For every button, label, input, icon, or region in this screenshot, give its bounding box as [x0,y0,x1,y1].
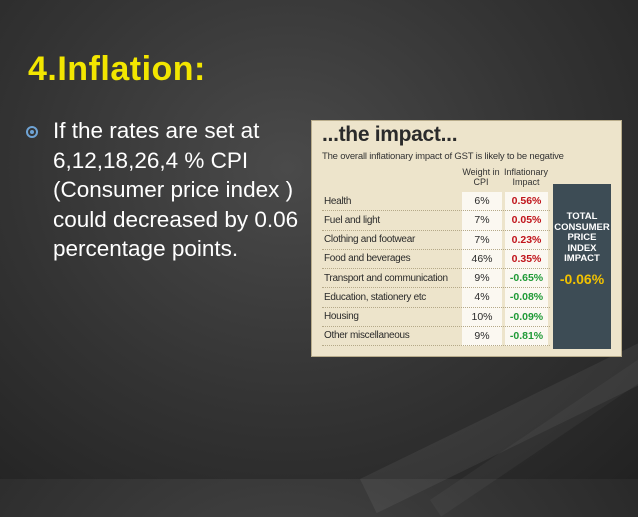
row-impact: -0.08% [509,291,544,304]
clipping-subtitle: The overall inflationary impact of GST i… [322,151,564,162]
impact-column-bg [505,192,548,346]
row-weight: 7% [474,233,490,246]
row-impact: 0.05% [511,214,542,227]
row-impact: -0.81% [509,329,544,342]
row-category: Education, stationery etc [324,291,427,303]
newspaper-clipping: ...the impact... The overall inflationar… [311,120,622,357]
row-weight: 10% [471,310,493,323]
row-weight: 7% [474,214,490,227]
impact-table: Health 6% 0.56% Fuel and light 7% 0.05% Clothi… [322,192,550,346]
bullet-icon [26,126,38,138]
row-impact: 0.23% [511,233,542,246]
table-row: Other miscellaneous 9% -0.81% [322,327,550,346]
total-impact-panel: TOTAL CONSUMER PRICE INDEX IMPACT -0.06% [553,184,611,349]
row-category: Food and beverages [324,253,411,265]
table-row: Fuel and light 7% 0.05% [322,211,550,231]
row-weight: 6% [474,195,490,208]
weight-column-bg [462,192,502,346]
row-impact: 0.35% [511,252,542,265]
row-impact: -0.09% [509,310,544,323]
row-category: Other miscellaneous [324,330,410,342]
clipping-title: ...the impact... [322,123,458,146]
slide-title: 4.Inflation: [28,50,206,88]
row-weight: 4% [474,291,490,304]
column-header-impact: Inflationary Impact [503,167,549,187]
total-impact-label: TOTAL CONSUMER PRICE INDEX IMPACT [554,211,610,264]
table-row: Housing 10% -0.09% [322,308,550,327]
row-category: Clothing and footwear [324,234,415,246]
row-weight: 9% [474,329,490,342]
table-row: Health 6% 0.56% [322,192,550,212]
table-row: Clothing and footwear 7% 0.23% [322,231,550,250]
row-weight: 9% [474,272,490,285]
row-impact: -0.65% [509,272,544,285]
table-row: Food and beverages 46% 0.35% [322,250,550,269]
row-category: Health [324,195,352,207]
row-category: Transport and communication [324,272,448,284]
row-impact: 0.56% [511,195,542,208]
table-row: Transport and communication 9% -0.65% [322,269,550,289]
total-impact-value: -0.06% [559,270,605,287]
row-category: Fuel and light [324,214,380,226]
table-row: Education, stationery etc 4% -0.08% [322,288,550,308]
row-weight: 46% [471,252,493,265]
row-category: Housing [324,311,359,323]
column-header-weight: Weight in CPI [462,167,500,187]
bullet-text: If the rates are set at 6,12,18,26,4 % C… [53,118,299,261]
